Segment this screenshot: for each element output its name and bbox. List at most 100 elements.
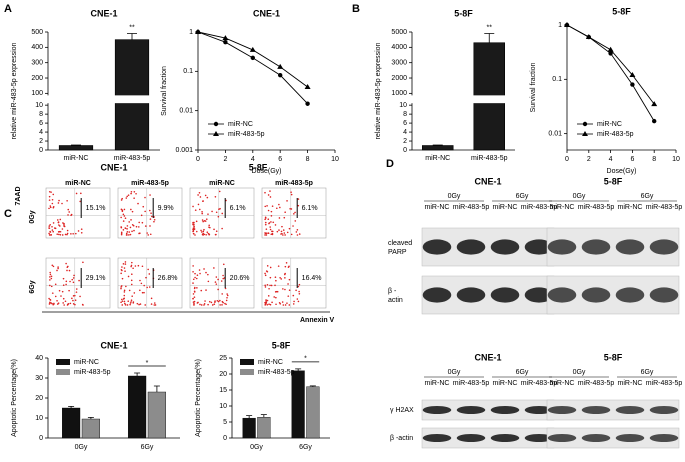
cell-dot bbox=[267, 209, 270, 212]
cell-dot bbox=[210, 301, 213, 304]
row-label: γ H2AX bbox=[390, 407, 414, 414]
lane-label: miR-NC bbox=[550, 380, 575, 387]
cell-dot bbox=[121, 210, 124, 213]
x-tick-label: miR-483-5p bbox=[114, 155, 151, 162]
cell-dot bbox=[203, 268, 205, 270]
cell-dot bbox=[122, 220, 125, 222]
cell-dot bbox=[138, 303, 140, 306]
cell-dot bbox=[298, 290, 300, 293]
cell-dot bbox=[274, 284, 276, 287]
cell-dot bbox=[285, 262, 288, 264]
panel-label: D bbox=[386, 158, 394, 170]
y-tick-label: 1 bbox=[189, 29, 193, 36]
cell-dot bbox=[283, 273, 286, 276]
data-point bbox=[277, 63, 284, 69]
cell-dot bbox=[267, 232, 270, 235]
group-title: 5-8F bbox=[604, 352, 623, 362]
cell-dot bbox=[68, 211, 71, 213]
cell-dot bbox=[138, 221, 140, 224]
cell-dot bbox=[70, 233, 72, 235]
dot-plot bbox=[189, 257, 255, 309]
cell-dot bbox=[270, 233, 273, 236]
cell-dot bbox=[225, 299, 228, 302]
cell-dot bbox=[297, 198, 300, 200]
percentage: 20.6% bbox=[230, 275, 250, 282]
data-point bbox=[222, 35, 229, 41]
cell-dot bbox=[207, 273, 209, 276]
cell-dot bbox=[275, 279, 277, 282]
blot-band bbox=[547, 434, 577, 442]
cell-dot bbox=[278, 203, 280, 206]
dose-label: 0Gy bbox=[448, 369, 461, 376]
cell-dot bbox=[67, 208, 70, 211]
cell-dot bbox=[220, 280, 223, 282]
cell-dot bbox=[192, 271, 194, 273]
cell-dot bbox=[153, 302, 156, 304]
dose-label: 6Gy bbox=[516, 369, 529, 376]
y-tick-label: 0.1 bbox=[183, 68, 193, 75]
percentage: 26.8% bbox=[158, 275, 178, 282]
cell-dot bbox=[264, 223, 267, 226]
dose-label: 6Gy bbox=[641, 193, 654, 200]
cell-dot bbox=[48, 232, 50, 235]
cell-dot bbox=[65, 280, 68, 283]
cell-dot bbox=[146, 232, 148, 234]
cell-dot bbox=[129, 233, 132, 236]
cell-dot bbox=[123, 289, 126, 292]
x-tick-label: 10 bbox=[331, 156, 339, 163]
cell-dot bbox=[58, 289, 61, 292]
cell-dot bbox=[264, 286, 267, 288]
cell-dot bbox=[213, 303, 216, 305]
x-tick-label: 8 bbox=[306, 156, 310, 163]
cell-dot bbox=[58, 233, 60, 236]
cell-dot bbox=[265, 299, 267, 301]
cell-dot bbox=[63, 225, 66, 228]
blot-band bbox=[490, 239, 520, 255]
y-tick-label: 1 bbox=[558, 22, 562, 29]
y-tick-label: 8 bbox=[39, 111, 43, 118]
legend-label: miR-NC bbox=[597, 121, 622, 128]
cell-dot bbox=[130, 283, 133, 286]
chart-title: 5-8F bbox=[272, 340, 291, 350]
cell-dot bbox=[296, 298, 299, 300]
cell-dot bbox=[153, 220, 155, 223]
data-point bbox=[305, 101, 310, 106]
cell-dot bbox=[120, 231, 123, 234]
lane-label: miR-483-5p bbox=[578, 380, 615, 387]
lane-label: miR-NC bbox=[550, 204, 575, 211]
cell-dot bbox=[266, 265, 269, 267]
cell-dot bbox=[284, 265, 287, 268]
cell-dot bbox=[264, 221, 267, 224]
cell-dot bbox=[50, 191, 52, 193]
cell-dot bbox=[207, 213, 209, 215]
blot-band bbox=[524, 239, 554, 255]
bar bbox=[306, 386, 320, 439]
lane-label: miR-483-5p bbox=[453, 380, 490, 387]
cell-dot bbox=[128, 289, 131, 292]
cell-dot bbox=[64, 233, 67, 236]
blot-band bbox=[581, 406, 611, 414]
cell-dot bbox=[268, 222, 271, 224]
cell-dot bbox=[211, 304, 214, 306]
annotation: ** bbox=[129, 24, 135, 31]
cell-dot bbox=[124, 263, 127, 265]
lane-label: miR-NC bbox=[618, 204, 643, 211]
lane-label: miR-483-5p bbox=[646, 204, 683, 211]
cell-dot bbox=[120, 233, 123, 236]
cell-dot bbox=[221, 300, 224, 303]
bar bbox=[147, 391, 166, 439]
dot-plot bbox=[261, 257, 327, 309]
cell-dot bbox=[51, 225, 53, 228]
cell-dot bbox=[269, 266, 272, 269]
cell-dot bbox=[294, 220, 297, 222]
cell-dot bbox=[133, 229, 135, 232]
cell-dot bbox=[278, 229, 280, 231]
cell-dot bbox=[131, 261, 133, 264]
cell-dot bbox=[270, 210, 273, 213]
cell-dot bbox=[124, 261, 127, 263]
x-tick-label: 4 bbox=[251, 156, 255, 163]
data-point bbox=[651, 101, 658, 107]
cell-dot bbox=[50, 302, 52, 304]
y-tick-label: 5000 bbox=[391, 29, 407, 36]
group-title: CNE-1 bbox=[100, 162, 127, 172]
